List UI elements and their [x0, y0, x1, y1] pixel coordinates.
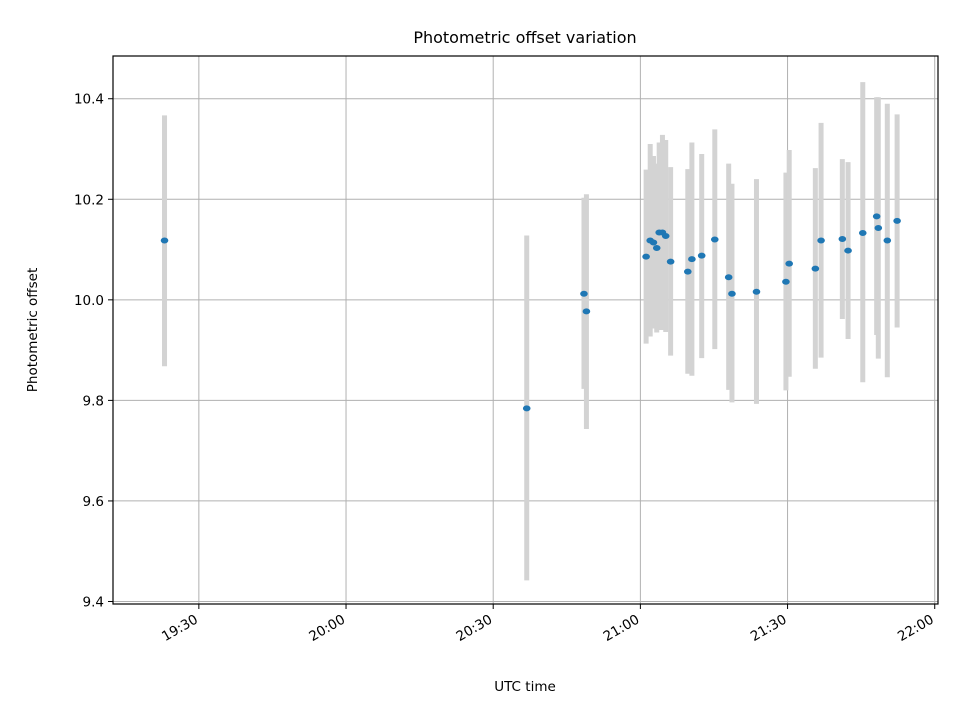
- data-point: [893, 217, 901, 224]
- data-point: [661, 232, 670, 239]
- data-point: [666, 258, 675, 265]
- data-point: [872, 213, 881, 220]
- data-point: [649, 239, 658, 246]
- plot-frame: [112, 55, 939, 605]
- data-point: [883, 237, 892, 244]
- data-point: [785, 260, 793, 267]
- data-point: [724, 274, 733, 281]
- y-tick-label: 9.6: [83, 494, 104, 510]
- data-point: [838, 236, 847, 243]
- y-tick-label: 10.0: [74, 293, 104, 309]
- data-point: [710, 236, 719, 243]
- data-point: [844, 247, 852, 254]
- x-axis-label: UTC time: [494, 679, 556, 695]
- y-axis-label: Photometric offset: [25, 268, 41, 392]
- data-point: [582, 308, 591, 315]
- data-point: [817, 237, 825, 244]
- chart-title: Photometric offset variation: [413, 28, 636, 47]
- data-point: [728, 290, 736, 297]
- data-point: [811, 265, 820, 272]
- data-point: [752, 288, 761, 295]
- data-point: [652, 245, 661, 252]
- data-point: [782, 278, 790, 285]
- data-point: [580, 290, 588, 297]
- y-tick-label: 10.2: [74, 192, 104, 208]
- y-tick-label: 9.4: [83, 594, 104, 610]
- y-axis: 9.4 9.6 9.8 10.0 10.2 10.4: [74, 92, 113, 610]
- data-point: [874, 224, 883, 231]
- data-markers: [160, 213, 901, 412]
- y-tick-label: 10.4: [74, 92, 104, 108]
- data-point: [160, 237, 169, 244]
- data-point: [688, 256, 696, 263]
- y-tick-label: 9.8: [83, 393, 104, 409]
- data-point: [642, 253, 650, 260]
- data-point: [522, 405, 531, 412]
- data-point: [684, 268, 692, 275]
- data-point: [858, 229, 867, 236]
- data-point: [697, 252, 706, 259]
